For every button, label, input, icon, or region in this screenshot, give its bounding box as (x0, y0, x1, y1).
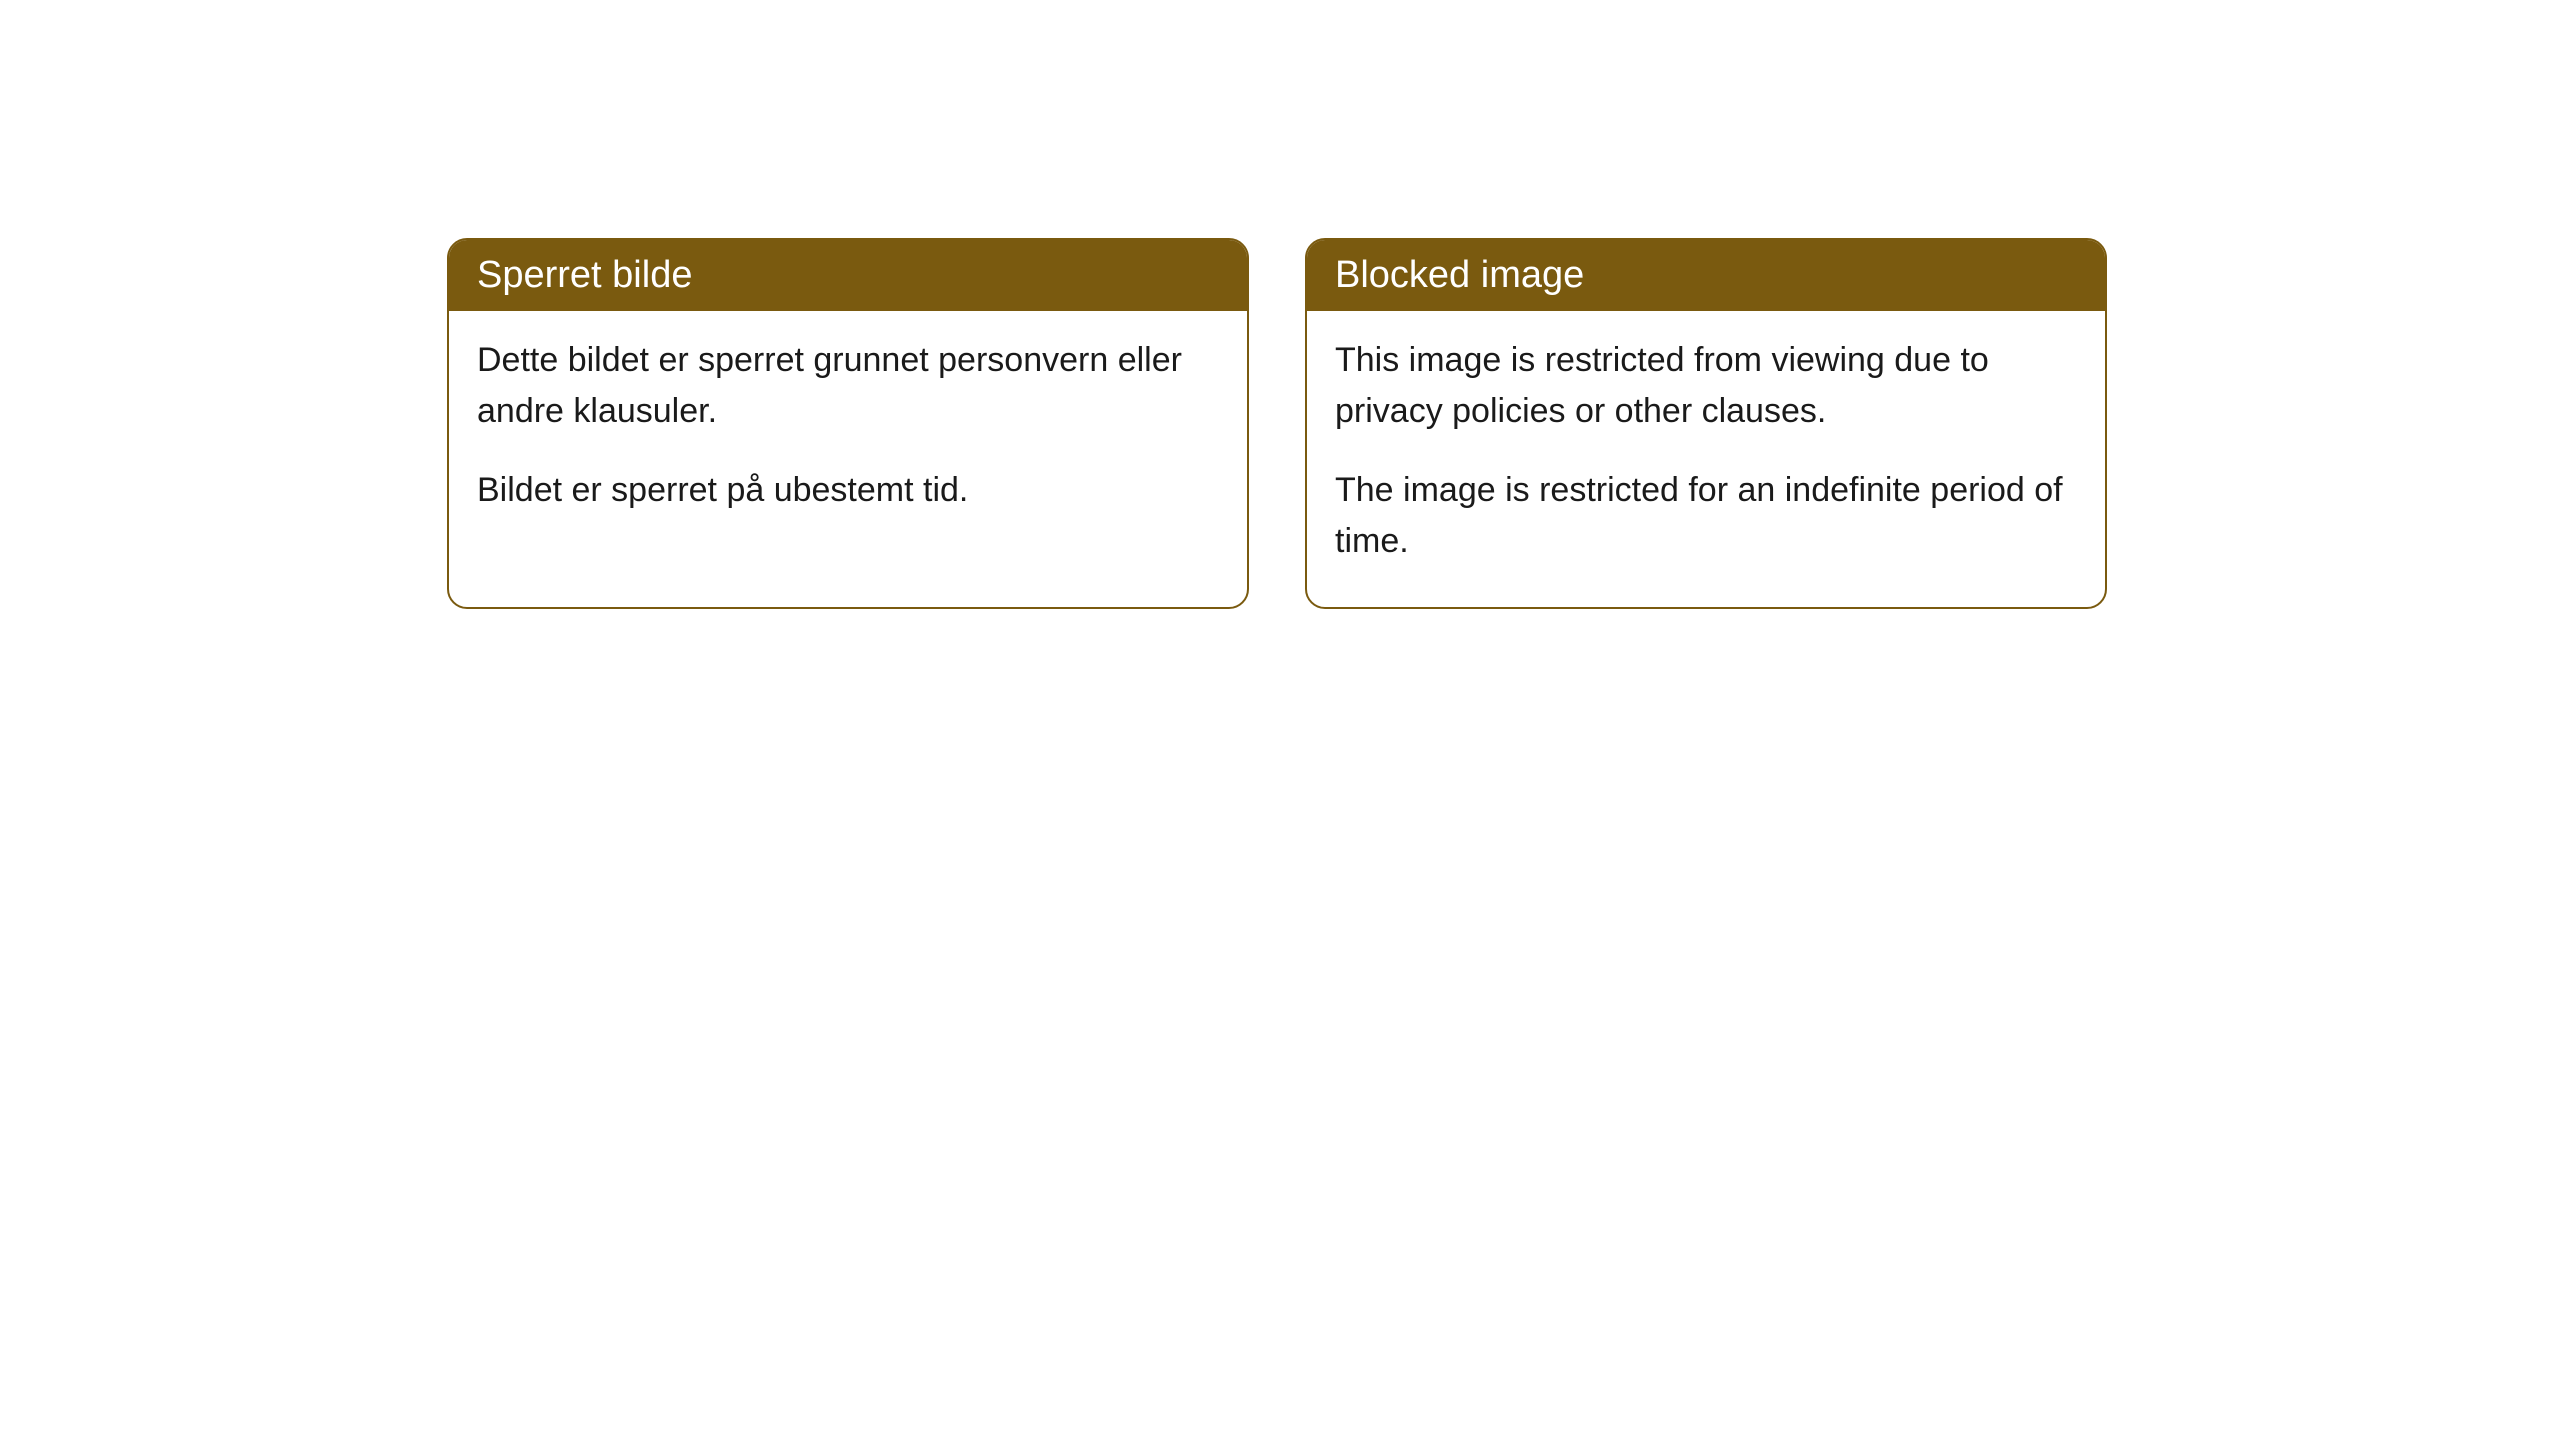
cards-container: Sperret bilde Dette bildet er sperret gr… (447, 238, 2107, 609)
card-title: Blocked image (1335, 254, 1584, 296)
card-body: This image is restricted from viewing du… (1307, 311, 2105, 607)
card-paragraph: The image is restricted for an indefinit… (1335, 465, 2077, 567)
card-paragraph: Dette bildet er sperret grunnet personve… (477, 335, 1219, 437)
card-header: Sperret bilde (449, 240, 1247, 311)
card-paragraph: This image is restricted from viewing du… (1335, 335, 2077, 437)
card-title: Sperret bilde (477, 254, 692, 296)
card-norwegian: Sperret bilde Dette bildet er sperret gr… (447, 238, 1249, 609)
card-body: Dette bildet er sperret grunnet personve… (449, 311, 1247, 556)
card-paragraph: Bildet er sperret på ubestemt tid. (477, 465, 1219, 516)
card-header: Blocked image (1307, 240, 2105, 311)
card-english: Blocked image This image is restricted f… (1305, 238, 2107, 609)
